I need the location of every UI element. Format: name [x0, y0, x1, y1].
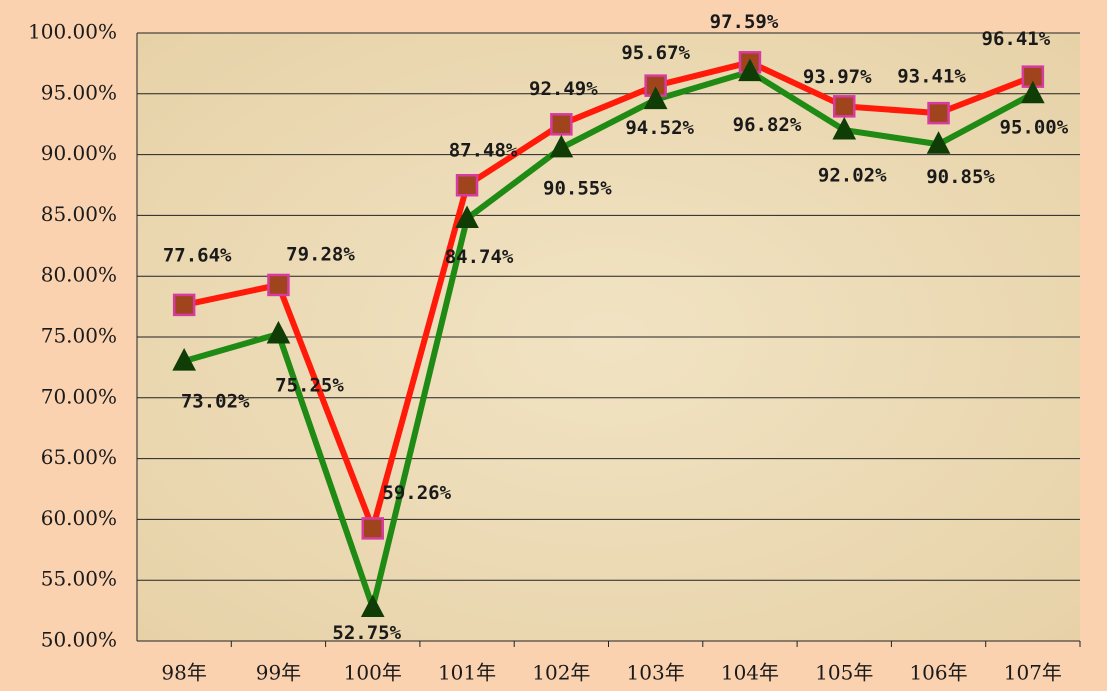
- marker: [832, 116, 857, 140]
- marker: [361, 517, 384, 540]
- data-label: 93.97%: [803, 66, 872, 88]
- marker: [266, 320, 291, 344]
- y-tick-label: 55.00%: [41, 567, 117, 591]
- y-tick-label: 80.00%: [41, 263, 117, 287]
- x-tick-label: 107年: [1004, 661, 1062, 685]
- y-tick-label: 85.00%: [41, 202, 117, 226]
- data-label: 96.82%: [733, 114, 802, 136]
- marker: [926, 131, 951, 154]
- marker: [455, 205, 479, 229]
- x-tick-label: 105年: [815, 661, 873, 685]
- marker: [550, 113, 573, 136]
- data-label: 59.26%: [382, 482, 451, 504]
- x-tick-label: 99年: [256, 661, 301, 685]
- data-label: 77.64%: [163, 244, 232, 266]
- marker: [172, 293, 196, 317]
- data-label: 92.49%: [529, 78, 598, 100]
- x-tick-label: 98年: [161, 661, 206, 685]
- y-tick-label: 60.00%: [41, 506, 117, 530]
- data-label: 84.74%: [445, 246, 514, 268]
- data-label: 92.02%: [818, 165, 887, 187]
- marker: [267, 273, 290, 297]
- data-label: 90.85%: [926, 166, 995, 188]
- data-label: 87.48%: [449, 140, 518, 162]
- data-label: 97.59%: [710, 11, 779, 33]
- marker: [927, 101, 950, 125]
- marker: [360, 594, 385, 618]
- data-label: 52.75%: [332, 622, 401, 644]
- series-line: [183, 59, 1034, 532]
- y-tick-label: 50.00%: [41, 628, 117, 652]
- marker: [455, 173, 479, 197]
- marker: [643, 86, 668, 110]
- x-tick-label: 104年: [721, 661, 779, 685]
- marker: [738, 58, 762, 82]
- data-label: 96.41%: [982, 28, 1051, 50]
- marker: [1021, 80, 1045, 104]
- marker: [172, 347, 196, 371]
- y-tick-label: 90.00%: [41, 141, 117, 165]
- data-label: 79.28%: [286, 243, 355, 265]
- x-tick-label: 101年: [438, 661, 496, 685]
- x-tick-label: 106年: [909, 661, 967, 685]
- data-label: 90.55%: [543, 177, 612, 199]
- y-tick-label: 95.00%: [41, 80, 117, 104]
- data-label: 95.00%: [1000, 116, 1069, 138]
- data-label: 73.02%: [181, 391, 250, 413]
- x-tick-label: 100年: [344, 661, 402, 685]
- data-label: 75.25%: [275, 374, 344, 396]
- marker: [833, 95, 856, 118]
- y-tick-label: 65.00%: [41, 445, 117, 469]
- data-label: 95.67%: [621, 42, 690, 64]
- x-tick-label: 103年: [627, 661, 685, 685]
- x-tick-label: 102年: [532, 661, 590, 685]
- marker: [549, 134, 574, 158]
- y-tick-label: 70.00%: [41, 384, 117, 408]
- y-tick-label: 100.00%: [28, 20, 117, 44]
- series-line: [183, 68, 1035, 611]
- data-label: 94.52%: [625, 117, 694, 139]
- data-label: 93.41%: [897, 66, 966, 88]
- y-tick-label: 75.00%: [41, 324, 117, 348]
